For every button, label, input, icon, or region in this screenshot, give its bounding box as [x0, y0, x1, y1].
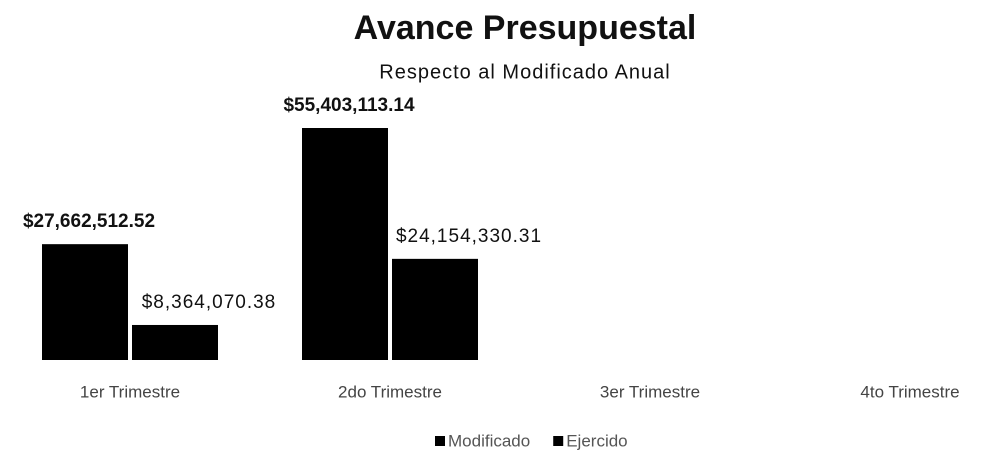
legend-swatch: [435, 436, 445, 446]
legend-label: Modificado: [448, 431, 530, 450]
x-tick-label: 1er Trimestre: [80, 382, 180, 401]
data-label: $24,154,330.31: [396, 226, 542, 247]
data-label: $27,662,512.52: [23, 211, 155, 232]
legend-label: Ejercido: [566, 431, 627, 450]
x-tick-label: 2do Trimestre: [338, 382, 442, 401]
legend-swatch: [553, 436, 564, 446]
bar: [302, 128, 388, 360]
bar: [42, 244, 128, 360]
bar: [132, 324, 218, 360]
chart-title: Avance Presupuestal: [354, 9, 697, 47]
data-label: $8,364,070.38: [142, 292, 277, 313]
x-tick-label: 4to Trimestre: [860, 382, 959, 401]
chart-subtitle: Respecto al Modificado Anual: [379, 61, 671, 83]
bar: [392, 258, 478, 360]
x-tick-label: 3er Trimestre: [600, 382, 700, 401]
data-label: $55,403,113.14: [283, 95, 414, 116]
